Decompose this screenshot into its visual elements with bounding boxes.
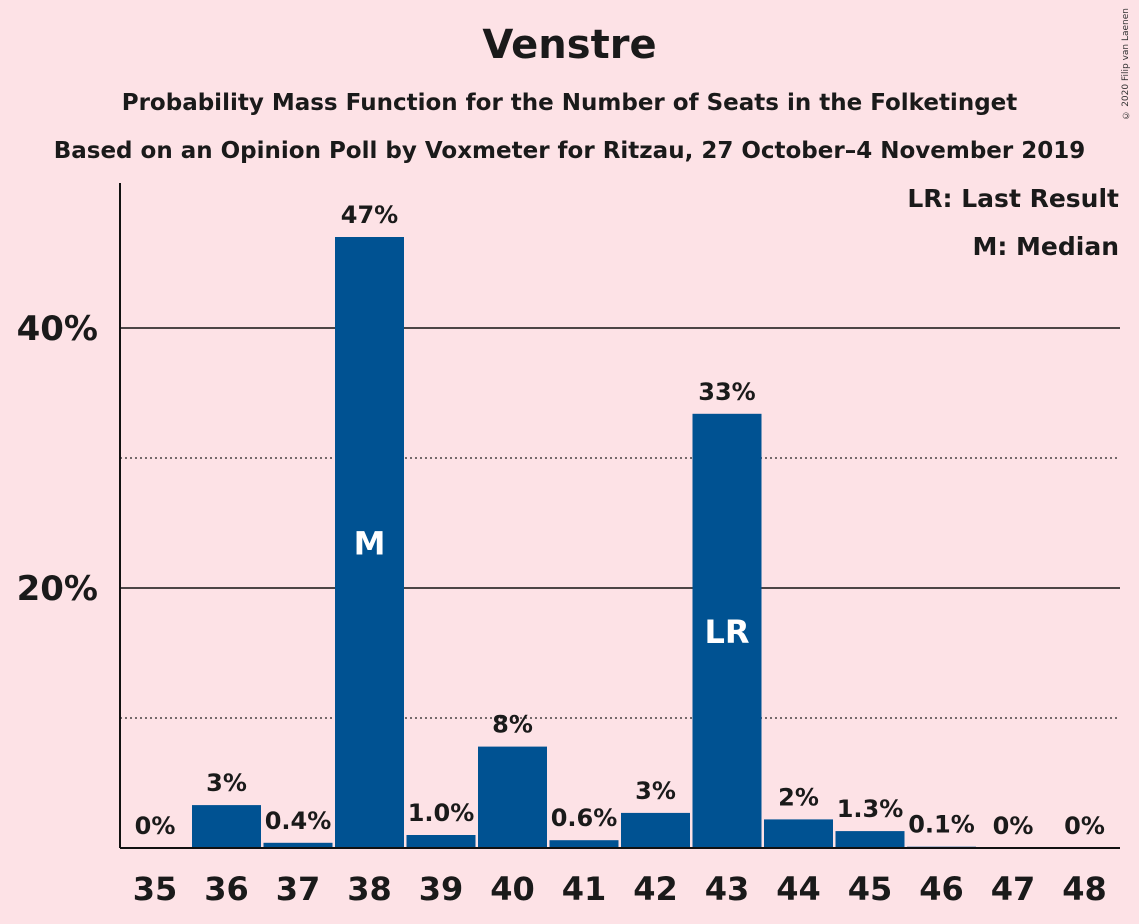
x-tick-label: 41 xyxy=(562,870,607,908)
chart-subtitle-source: Based on an Opinion Poll by Voxmeter for… xyxy=(53,138,1086,164)
data-label: 1.3% xyxy=(837,795,904,823)
x-tick-label: 37 xyxy=(276,870,321,908)
x-tick-label: 47 xyxy=(991,870,1036,908)
x-tick-label: 42 xyxy=(633,870,678,908)
data-label: 8% xyxy=(492,711,533,739)
bar-marker-m: M xyxy=(354,525,386,563)
data-label: 33% xyxy=(698,378,755,406)
x-tick-label: 45 xyxy=(848,870,893,908)
x-tick-label: 35 xyxy=(133,870,178,908)
data-label: 3% xyxy=(206,769,247,797)
bar-37 xyxy=(263,842,333,848)
data-label: 1.0% xyxy=(408,799,475,827)
x-tick-label: 48 xyxy=(1062,870,1107,908)
x-tick-label: 40 xyxy=(490,870,535,908)
bar-38 xyxy=(335,237,404,848)
bar-41 xyxy=(549,840,619,848)
data-label: 0.4% xyxy=(265,807,332,835)
data-label: 0.1% xyxy=(908,811,975,839)
bar-42 xyxy=(621,812,690,848)
data-label: 0% xyxy=(135,812,176,840)
x-tick-label: 43 xyxy=(705,870,750,908)
x-tick-label: 44 xyxy=(776,870,821,908)
data-label: 0% xyxy=(993,812,1034,840)
chart-title: Venstre xyxy=(482,22,657,68)
chart-subtitle: Probability Mass Function for the Number… xyxy=(121,90,1018,116)
x-tick-label: 39 xyxy=(419,870,464,908)
legend-median: M: Median xyxy=(972,232,1119,261)
bar-44 xyxy=(764,819,833,848)
legend-last-result: LR: Last Result xyxy=(907,184,1119,213)
x-tick-label: 38 xyxy=(347,870,392,908)
bar-39 xyxy=(406,835,476,848)
y-tick-label: 20% xyxy=(17,569,98,609)
x-tick-label: 46 xyxy=(919,870,964,908)
bar-40 xyxy=(478,746,547,848)
bar-45 xyxy=(835,831,905,848)
y-tick-label: 40% xyxy=(17,309,98,349)
bar-36 xyxy=(192,805,261,848)
data-label: 3% xyxy=(635,777,676,805)
data-label: 2% xyxy=(778,783,819,811)
data-label: 47% xyxy=(341,201,398,229)
x-tick-label: 36 xyxy=(204,870,249,908)
data-label: 0.6% xyxy=(551,804,618,832)
data-label: 0% xyxy=(1064,812,1105,840)
bar-43 xyxy=(692,413,762,848)
bar-marker-lr: LR xyxy=(704,613,749,651)
